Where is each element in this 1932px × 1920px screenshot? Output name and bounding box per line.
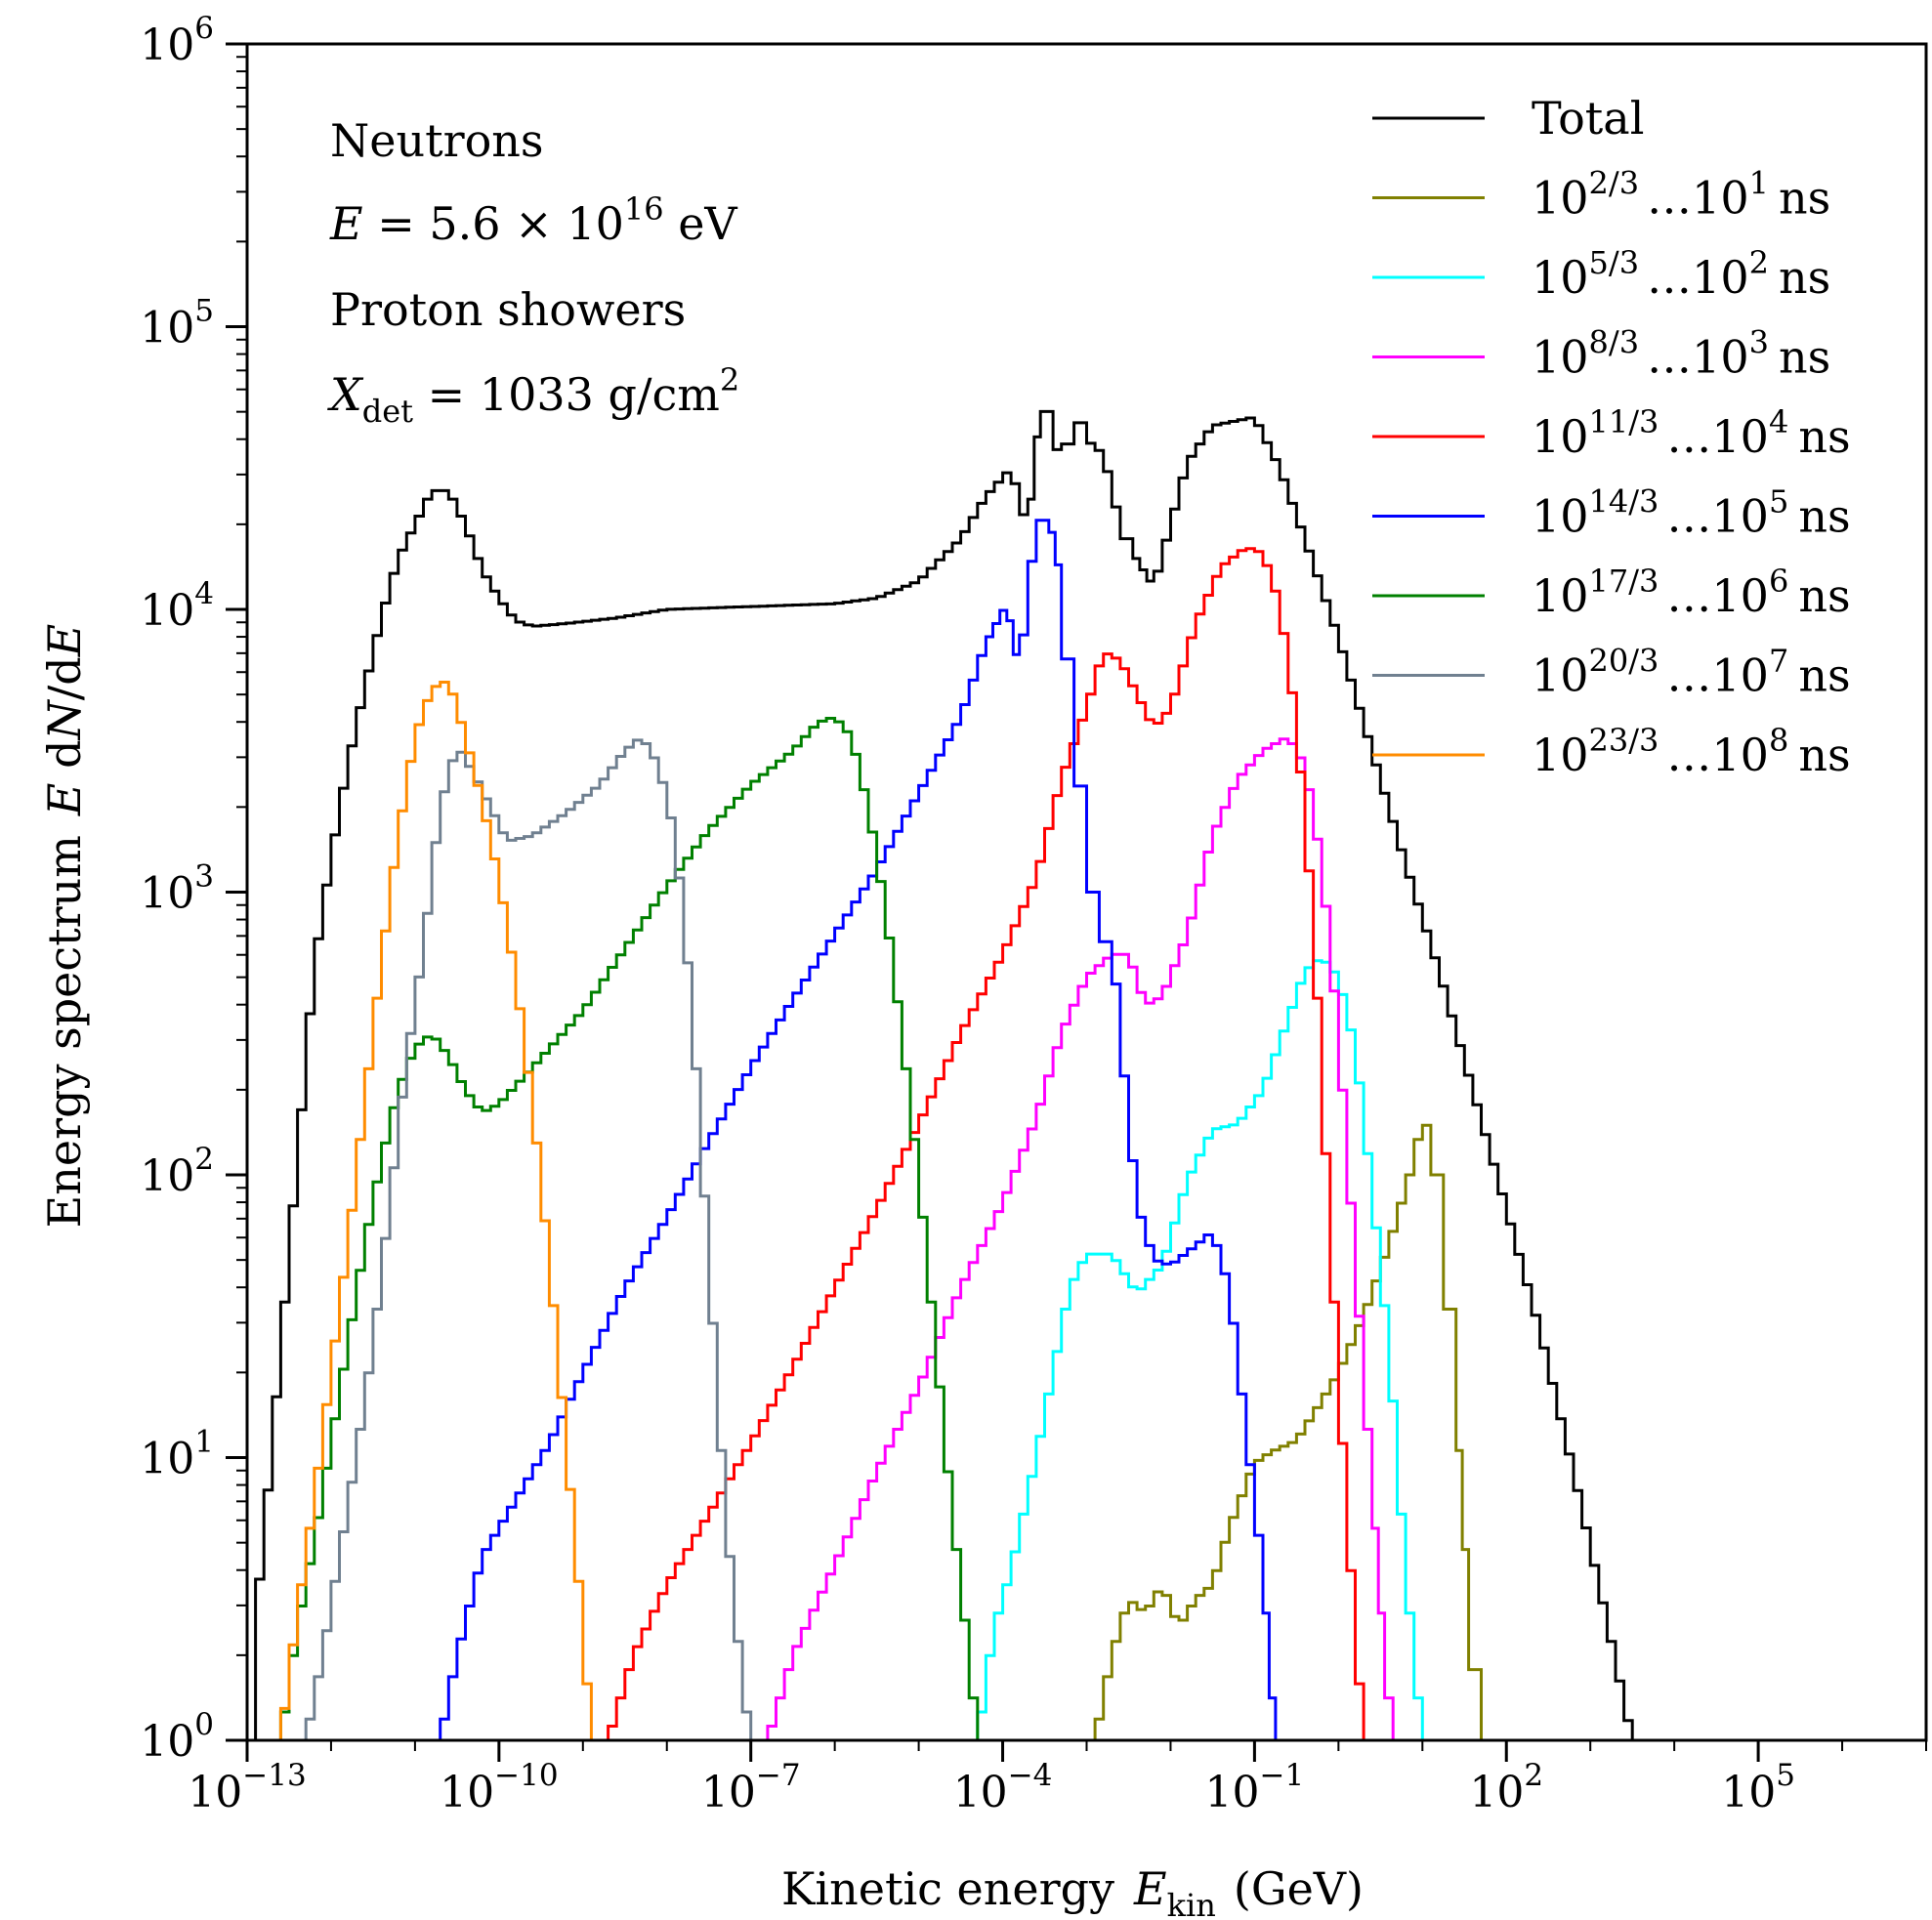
legend-label: 1014/3 …105 ns xyxy=(1532,483,1851,543)
legend-entry-6: 1017/3 …106 ns xyxy=(1372,563,1851,622)
annotation-particle: Neutrons xyxy=(330,114,544,167)
legend-label: 102/3 …101 ns xyxy=(1532,165,1830,225)
legend-label: 1011/3 …104 ns xyxy=(1532,403,1851,463)
x-tick-label: 105 xyxy=(1721,1758,1795,1817)
annotation-depth-exponent: 2 xyxy=(720,361,739,398)
legend-entry-4: 1011/3 …104 ns xyxy=(1372,403,1851,463)
annotation-depth-symbol: X xyxy=(327,368,364,421)
y-tick-label: 106 xyxy=(140,11,214,70)
annotation-primary: Proton showers xyxy=(330,283,686,336)
y-tick-label: 103 xyxy=(140,859,214,919)
x-axis-label-text: Kinetic energy xyxy=(781,1862,1114,1915)
legend-entry-5: 1014/3 …105 ns xyxy=(1372,483,1851,543)
annotations: Neutrons E = 5.6 × 1016 eV Proton shower… xyxy=(327,114,739,430)
annotation-depth: Xdet = 1033 g/cm2 xyxy=(327,361,739,430)
annotation-depth-sub: det xyxy=(362,393,413,430)
annotation-depth-value: = 1033 g/cm xyxy=(413,368,720,421)
legend-label: 1023/3 …108 ns xyxy=(1532,722,1851,781)
y-axis-label-text: Energy spectrum xyxy=(38,835,91,1228)
y-tick-label: 102 xyxy=(140,1142,214,1201)
series-line-5 xyxy=(439,519,1278,1740)
x-axis-label-symbol: E xyxy=(1133,1862,1167,1915)
legend-entry-0: Total xyxy=(1372,92,1644,145)
x-tick-label: 10−13 xyxy=(188,1758,306,1817)
x-tick-label: 10−4 xyxy=(953,1758,1053,1817)
legend: Total 102/3 …101 ns 105/3 …102 ns 108/3 …103 ns 10… xyxy=(1372,92,1851,781)
y-tick-label: 101 xyxy=(140,1425,214,1484)
x-axis-label-unit: (GeV) xyxy=(1234,1862,1364,1915)
series-line-1 xyxy=(1093,1123,1483,1740)
legend-entry-8: 1023/3 …108 ns xyxy=(1372,722,1851,781)
y-tick-label: 100 xyxy=(140,1707,214,1767)
legend-entry-7: 1020/3 …107 ns xyxy=(1372,643,1851,702)
legend-label: 108/3 …103 ns xyxy=(1532,324,1830,384)
y-axis-label: Energy spectrumE dN/dE xyxy=(38,624,91,1229)
legend-label: 1020/3 …107 ns xyxy=(1532,643,1851,702)
annotation-energy: E = 5.6 × 1016 eV xyxy=(329,190,737,250)
legend-label: 1017/3 …106 ns xyxy=(1532,563,1851,622)
series-line-7 xyxy=(304,738,753,1740)
legend-label: 105/3 …102 ns xyxy=(1532,244,1830,304)
legend-entry-3: 108/3 …103 ns xyxy=(1372,324,1830,384)
x-axis-label-sub: kin xyxy=(1167,1887,1216,1920)
annotation-energy-exponent: 16 xyxy=(624,190,664,228)
series-line-4 xyxy=(607,547,1365,1740)
x-tick-label: 10−7 xyxy=(701,1758,801,1817)
y-tick-label: 104 xyxy=(140,576,214,636)
x-axis-label: Kinetic energy Ekin (GeV) xyxy=(781,1862,1364,1920)
series-line-8 xyxy=(278,681,593,1740)
x-tick-label: 102 xyxy=(1469,1758,1543,1817)
x-tick-label: 10−10 xyxy=(440,1758,558,1817)
ticks-layer: 100 101 102 103 104 105 106 10−13 10−10 10−7 10−4 1… xyxy=(140,11,1927,1817)
series-layer xyxy=(254,409,1634,1740)
legend-label: Total xyxy=(1532,92,1644,145)
y-tick-label: 105 xyxy=(140,294,214,354)
annotation-energy-unit: eV xyxy=(664,197,738,250)
series-line-2 xyxy=(976,959,1424,1740)
legend-entry-2: 105/3 …102 ns xyxy=(1372,244,1830,304)
x-tick-label: 10−1 xyxy=(1205,1758,1305,1817)
series-line-0 xyxy=(254,409,1634,1740)
legend-entry-1: 102/3 …101 ns xyxy=(1372,165,1830,225)
